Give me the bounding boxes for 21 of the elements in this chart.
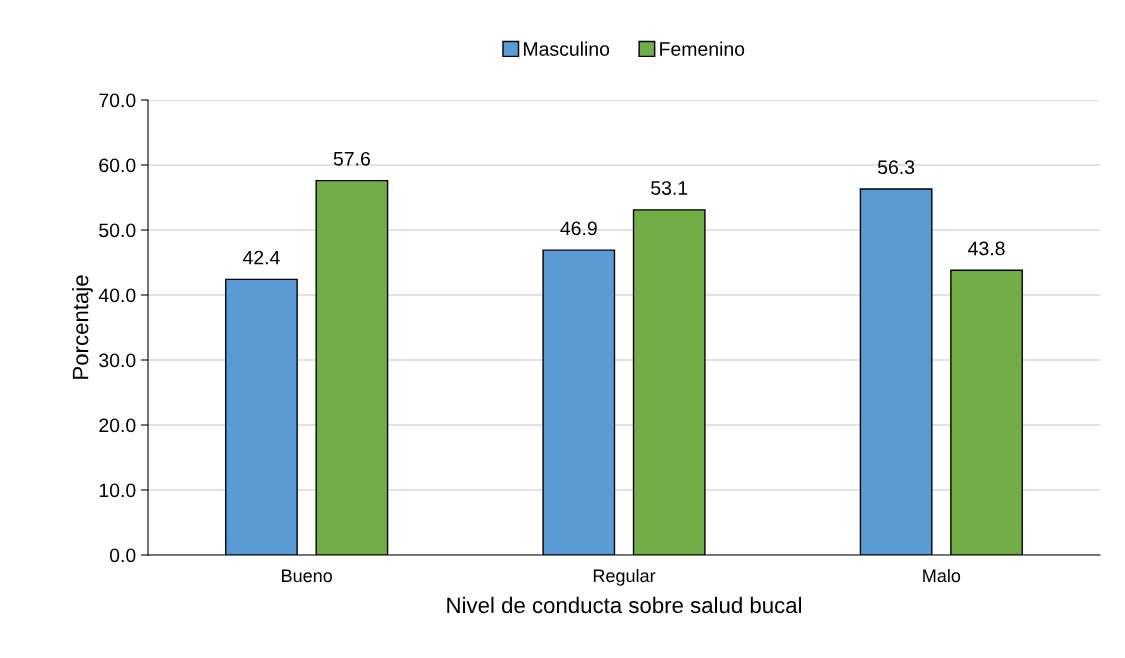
y-tick-label: 40.0 [98, 288, 136, 303]
data-label: 57.6 [333, 151, 370, 166]
data-label: 43.8 [968, 241, 1005, 256]
data-label: 56.3 [877, 160, 915, 175]
y-tick-label: 10.0 [99, 483, 136, 498]
data-label: 42.4 [242, 250, 280, 265]
data-label: 53.1 [651, 181, 688, 195]
legend-label: Femenino [660, 41, 745, 56]
y-tick-label: 20.0 [99, 418, 136, 433]
y-tick-label: 60.0 [99, 158, 136, 173]
y-axis-title: Porcentaje [72, 275, 93, 379]
y-tick-label: 50.0 [99, 223, 136, 238]
y-tick-label: 0.0 [109, 548, 136, 563]
legend-label: Masculino [524, 41, 610, 56]
x-tick-label: Regular [593, 568, 656, 586]
data-label: 46.9 [560, 221, 597, 236]
x-axis-title: Nivel de conducta sobre salud bucal [447, 596, 802, 614]
y-tick-label: 30.0 [99, 353, 136, 368]
x-tick-label: Malo [923, 568, 961, 583]
x-tick-label: Bueno [282, 569, 333, 583]
y-tick-label: 70.0 [99, 93, 136, 108]
